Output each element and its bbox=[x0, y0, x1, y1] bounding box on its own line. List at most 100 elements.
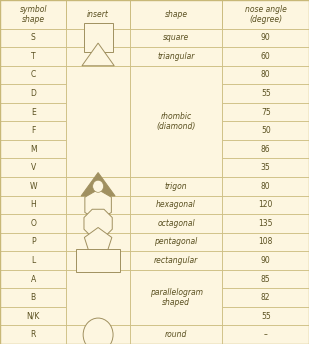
Bar bbox=[130, 270, 222, 325]
Text: 135: 135 bbox=[259, 219, 273, 228]
Bar bbox=[130, 270, 222, 288]
Bar bbox=[222, 121, 309, 140]
Bar bbox=[0, 233, 66, 251]
Bar bbox=[66, 214, 130, 233]
Text: C: C bbox=[31, 71, 36, 79]
Text: P: P bbox=[31, 237, 36, 246]
Text: R: R bbox=[31, 330, 36, 339]
Polygon shape bbox=[82, 43, 114, 66]
Bar bbox=[0, 103, 66, 121]
Bar bbox=[0, 251, 66, 270]
Text: N/K: N/K bbox=[27, 312, 40, 321]
Bar bbox=[130, 0, 222, 29]
Bar bbox=[222, 0, 309, 29]
Bar bbox=[222, 140, 309, 159]
Text: 55: 55 bbox=[261, 312, 271, 321]
Bar bbox=[130, 307, 222, 325]
Bar bbox=[66, 233, 130, 251]
Bar bbox=[222, 195, 309, 214]
Bar bbox=[130, 103, 222, 121]
Text: –: – bbox=[264, 330, 268, 339]
Text: 120: 120 bbox=[259, 200, 273, 209]
Bar bbox=[66, 0, 130, 29]
Text: triangular: triangular bbox=[158, 52, 195, 61]
Bar bbox=[222, 29, 309, 47]
Bar bbox=[130, 66, 222, 84]
Text: M: M bbox=[30, 145, 36, 154]
Text: hexagonal: hexagonal bbox=[156, 200, 196, 209]
Bar bbox=[130, 195, 222, 214]
Bar bbox=[0, 288, 66, 307]
Circle shape bbox=[93, 180, 104, 192]
Bar bbox=[222, 159, 309, 177]
Bar bbox=[130, 29, 222, 47]
Text: symbol
shape: symbol shape bbox=[19, 4, 47, 24]
Bar bbox=[130, 325, 222, 344]
Bar bbox=[66, 66, 130, 177]
Bar bbox=[66, 29, 130, 47]
Bar bbox=[66, 66, 130, 84]
Polygon shape bbox=[81, 173, 115, 196]
Text: 80: 80 bbox=[261, 182, 271, 191]
Text: insert: insert bbox=[87, 10, 109, 19]
Bar bbox=[0, 47, 66, 66]
Bar bbox=[130, 47, 222, 66]
Text: 60: 60 bbox=[261, 52, 271, 61]
Bar bbox=[0, 159, 66, 177]
Bar bbox=[130, 251, 222, 270]
Bar bbox=[66, 121, 130, 140]
Bar bbox=[0, 325, 66, 344]
Text: D: D bbox=[30, 89, 36, 98]
Text: H: H bbox=[30, 200, 36, 209]
Bar bbox=[66, 140, 130, 159]
Bar bbox=[66, 325, 130, 344]
Polygon shape bbox=[85, 190, 111, 220]
Text: 35: 35 bbox=[261, 163, 271, 172]
Text: nose angle
(degree): nose angle (degree) bbox=[245, 4, 287, 24]
Bar bbox=[66, 270, 130, 325]
Text: pentagonal: pentagonal bbox=[154, 237, 198, 246]
Text: rectangular: rectangular bbox=[154, 256, 198, 265]
Bar bbox=[130, 121, 222, 140]
Text: T: T bbox=[31, 52, 36, 61]
Text: trigon: trigon bbox=[165, 182, 188, 191]
Text: octagonal: octagonal bbox=[157, 219, 195, 228]
Bar bbox=[66, 195, 130, 214]
Text: parallelogram
shaped: parallelogram shaped bbox=[150, 288, 203, 307]
Bar bbox=[66, 270, 130, 288]
Text: O: O bbox=[30, 219, 36, 228]
Bar bbox=[222, 307, 309, 325]
Bar bbox=[222, 270, 309, 288]
Bar bbox=[0, 0, 66, 29]
Text: 82: 82 bbox=[261, 293, 270, 302]
Bar bbox=[222, 103, 309, 121]
Text: V: V bbox=[31, 163, 36, 172]
Text: 75: 75 bbox=[261, 108, 271, 117]
Bar bbox=[130, 159, 222, 177]
Text: E: E bbox=[31, 108, 36, 117]
Bar bbox=[0, 307, 66, 325]
Bar bbox=[66, 288, 130, 307]
Bar bbox=[130, 177, 222, 195]
Bar bbox=[76, 249, 120, 271]
Text: 108: 108 bbox=[259, 237, 273, 246]
Bar bbox=[0, 214, 66, 233]
Bar bbox=[0, 177, 66, 195]
Bar bbox=[0, 195, 66, 214]
Polygon shape bbox=[84, 227, 112, 254]
Bar bbox=[0, 270, 66, 288]
Text: 80: 80 bbox=[261, 71, 271, 79]
Bar bbox=[130, 233, 222, 251]
Bar bbox=[0, 84, 66, 103]
Bar bbox=[130, 66, 222, 177]
Bar bbox=[222, 66, 309, 84]
Text: S: S bbox=[31, 33, 36, 42]
Bar bbox=[66, 84, 130, 103]
Text: round: round bbox=[165, 330, 187, 339]
Text: 90: 90 bbox=[261, 33, 271, 42]
Text: W: W bbox=[29, 182, 37, 191]
Text: 86: 86 bbox=[261, 145, 271, 154]
Bar bbox=[222, 47, 309, 66]
Bar bbox=[0, 140, 66, 159]
Bar bbox=[66, 103, 130, 121]
